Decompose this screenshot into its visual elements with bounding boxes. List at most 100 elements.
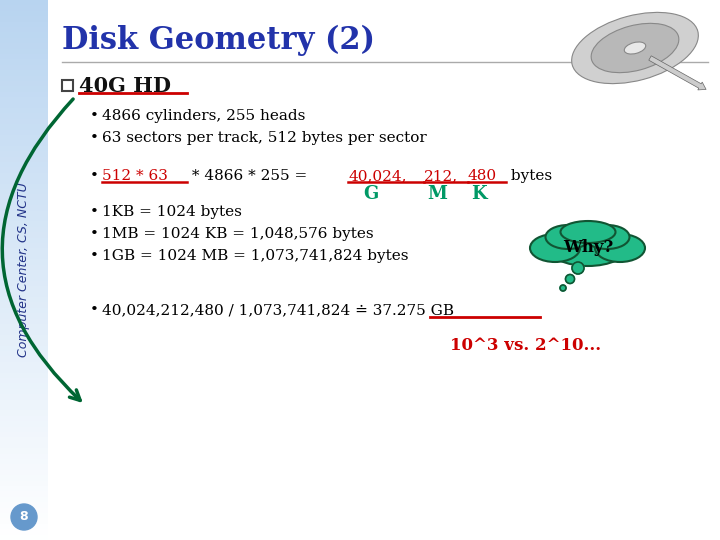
Bar [0,535,48,540]
Bar [0,140,48,146]
Text: Disk Geometry (2): Disk Geometry (2) [62,24,375,56]
Bar [0,189,48,194]
Text: G: G [364,185,379,203]
Bar [0,135,48,140]
Bar [0,275,48,281]
Bar [0,518,48,524]
Bar [0,173,48,178]
Text: •: • [90,205,99,219]
Bar [0,378,48,383]
Bar [0,502,48,508]
Bar [0,49,48,54]
Bar [0,319,48,324]
Ellipse shape [560,221,616,243]
Bar [0,162,48,167]
Bar [0,146,48,151]
Text: * 4866 * 255 =: * 4866 * 255 = [187,169,312,183]
Bar [0,151,48,157]
Bar [0,454,48,459]
Bar [0,524,48,529]
Bar [0,184,48,189]
Bar [0,335,48,340]
Bar [0,400,48,405]
Bar [0,259,48,265]
Text: Why?: Why? [563,239,613,255]
Bar [0,313,48,319]
Text: 1KB = 1024 bytes: 1KB = 1024 bytes [102,205,242,219]
Ellipse shape [572,12,698,84]
Bar [0,243,48,248]
Bar [0,130,48,135]
Bar [0,448,48,454]
Bar [0,302,48,308]
Bar [0,432,48,437]
Bar [0,421,48,427]
Bar [0,211,48,216]
Text: •: • [90,249,99,263]
Bar [0,124,48,130]
Bar [0,227,48,232]
Bar [0,92,48,97]
Bar [0,486,48,491]
Bar [0,464,48,470]
Bar [0,475,48,481]
Bar [0,157,48,162]
Text: 8: 8 [19,510,28,523]
Bar [0,491,48,497]
Bar [0,65,48,70]
Bar [0,389,48,394]
Text: 512 * 63: 512 * 63 [102,169,168,183]
Bar [0,351,48,356]
Circle shape [560,285,566,291]
Ellipse shape [548,228,628,266]
Text: M: M [427,185,447,203]
Text: •: • [90,303,99,317]
Bar [0,383,48,389]
FancyArrow shape [649,56,706,90]
Bar [0,59,48,65]
Ellipse shape [591,23,679,73]
Bar [0,22,48,27]
Bar [0,416,48,421]
Bar [0,70,48,76]
Bar [0,81,48,86]
Text: 63 sectors per track, 512 bytes per sector: 63 sectors per track, 512 bytes per sect… [102,131,427,145]
Text: 40G HD: 40G HD [79,76,171,96]
Text: 40,024,: 40,024, [348,169,407,183]
Text: 480: 480 [468,169,497,183]
Bar [0,470,48,475]
Bar [0,97,48,103]
Bar [0,265,48,270]
Bar [0,324,48,329]
Bar [0,443,48,448]
Bar [0,346,48,351]
Bar [0,113,48,119]
Bar [0,194,48,200]
Bar [0,405,48,410]
Bar [0,216,48,221]
Bar [0,340,48,346]
Text: 1GB = 1024 MB = 1,073,741,824 bytes: 1GB = 1024 MB = 1,073,741,824 bytes [102,249,408,263]
Bar [0,119,48,124]
Bar [0,373,48,378]
Text: 4866 cylinders, 255 heads: 4866 cylinders, 255 heads [102,109,305,123]
Circle shape [565,274,575,284]
Bar [0,76,48,81]
Bar [0,5,48,11]
Ellipse shape [595,234,645,262]
Bar [0,529,48,535]
Bar [0,54,48,59]
Bar [0,205,48,211]
Bar [0,481,48,486]
Text: Computer Center, CS, NCTU: Computer Center, CS, NCTU [17,183,30,357]
Bar [0,200,48,205]
Text: bytes: bytes [505,169,552,183]
Text: •: • [90,227,99,241]
Bar [0,297,48,302]
Ellipse shape [624,42,646,54]
Ellipse shape [546,225,590,249]
Text: 212,: 212, [424,169,458,183]
Bar [0,362,48,367]
Bar [0,497,48,502]
Bar [0,410,48,416]
